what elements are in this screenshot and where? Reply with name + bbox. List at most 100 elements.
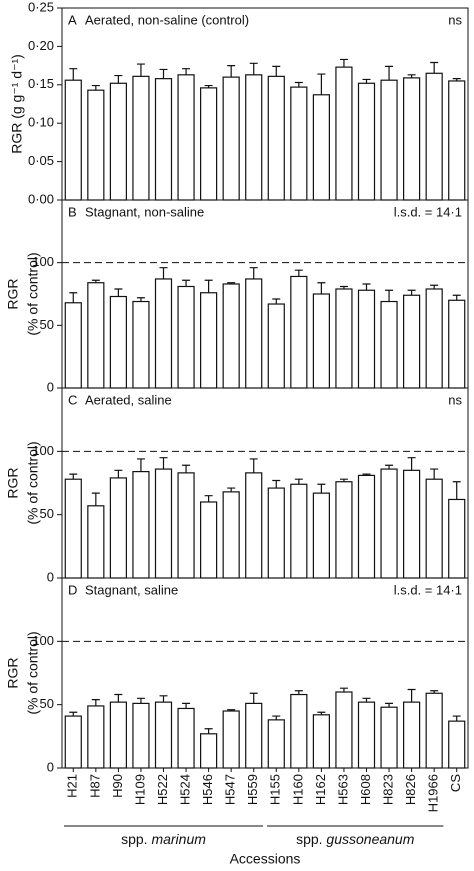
bar — [87, 282, 105, 389]
error-bar — [362, 473, 371, 476]
bar — [425, 72, 443, 201]
bar — [132, 75, 150, 201]
bar — [177, 285, 195, 389]
error-bar — [227, 65, 236, 78]
bar — [132, 702, 150, 769]
error-bar — [227, 282, 236, 284]
error-bar — [339, 58, 348, 68]
annotation: ns — [448, 392, 462, 407]
error-bar — [272, 715, 281, 720]
bar — [290, 275, 308, 389]
error-bar — [317, 711, 326, 715]
error-bar — [249, 62, 258, 75]
error-bar — [159, 267, 168, 279]
bar — [380, 468, 398, 579]
error-bar — [182, 279, 191, 287]
bar — [335, 66, 353, 201]
error-bar — [227, 487, 236, 492]
bar — [222, 491, 240, 579]
bar — [64, 79, 82, 201]
error-bar — [317, 73, 326, 95]
error-bar — [452, 78, 461, 81]
bar — [154, 278, 173, 389]
x-tick-label: H524 — [177, 774, 192, 805]
error-bar — [362, 697, 371, 703]
error-bar — [339, 478, 348, 482]
bar — [177, 472, 195, 579]
bar — [109, 477, 127, 579]
bar — [312, 94, 330, 201]
error-bar — [69, 292, 78, 303]
annotation: l.s.d. = 14·1 — [394, 582, 462, 597]
x-tick-label: H162 — [313, 774, 328, 805]
bar — [448, 498, 466, 579]
bar — [154, 701, 173, 769]
bar — [267, 487, 285, 579]
bar — [312, 714, 330, 769]
error-bar — [385, 65, 394, 81]
y-tick-label: 0·05 — [28, 153, 54, 168]
bar — [177, 74, 195, 201]
error-bar — [204, 84, 213, 88]
x-tick-label: H546 — [200, 774, 215, 805]
error-bar — [452, 481, 461, 500]
bar — [335, 481, 353, 579]
error-bar — [136, 297, 145, 302]
error-bar — [69, 711, 78, 717]
bar — [200, 501, 218, 579]
bar — [403, 469, 421, 579]
x-tick-label: H559 — [245, 774, 260, 805]
bar — [132, 300, 150, 389]
bar — [245, 702, 263, 769]
error-bar — [227, 709, 236, 711]
group-label: spp. gussoneanum — [296, 831, 415, 847]
bar — [64, 478, 82, 579]
panel-title: Stagnant, saline — [85, 582, 178, 597]
bar — [290, 693, 308, 769]
x-tick-label: H160 — [290, 774, 305, 805]
error-bar — [430, 690, 439, 694]
error-bar — [159, 695, 168, 703]
error-bar — [407, 688, 416, 703]
panel-label: B — [68, 204, 77, 219]
bar — [380, 79, 398, 201]
error-bar — [430, 284, 439, 289]
bar — [245, 472, 263, 579]
error-bar — [136, 63, 145, 77]
error-bar — [182, 464, 191, 473]
bar — [312, 293, 330, 389]
error-bar — [249, 267, 258, 279]
y-axis-label: RGR — [5, 467, 21, 498]
error-bar — [114, 288, 123, 297]
x-tick-label: H155 — [268, 774, 283, 805]
bar — [64, 302, 82, 389]
bar — [87, 705, 105, 769]
error-bar — [159, 457, 168, 470]
group-label: spp. marinum — [121, 831, 206, 847]
error-bar — [182, 702, 191, 709]
group-prefix: spp. — [296, 831, 326, 847]
bar — [425, 692, 443, 769]
bar — [380, 300, 398, 389]
error-bar — [294, 81, 303, 88]
x-tick-label: H1966 — [426, 774, 441, 812]
y-axis-label: (% of control) — [25, 252, 41, 335]
bar — [222, 710, 240, 769]
y-tick-label: 100 — [32, 443, 54, 458]
annotation: ns — [448, 12, 462, 27]
error-bar — [385, 464, 394, 470]
bar — [267, 75, 285, 201]
error-bar — [452, 715, 461, 722]
y-tick-label: 100 — [32, 633, 54, 648]
error-bar — [182, 68, 191, 75]
y-tick-label: 50 — [40, 506, 54, 521]
error-bar — [407, 457, 416, 471]
panel-label: A — [68, 12, 77, 27]
x-tick-label: H608 — [358, 774, 373, 805]
bar — [200, 87, 218, 201]
x-tick-label: H823 — [380, 774, 395, 805]
group-name: gussoneanum — [326, 831, 414, 847]
error-bar — [294, 690, 303, 695]
bar — [357, 289, 376, 389]
x-tick-label: H522 — [155, 774, 170, 805]
